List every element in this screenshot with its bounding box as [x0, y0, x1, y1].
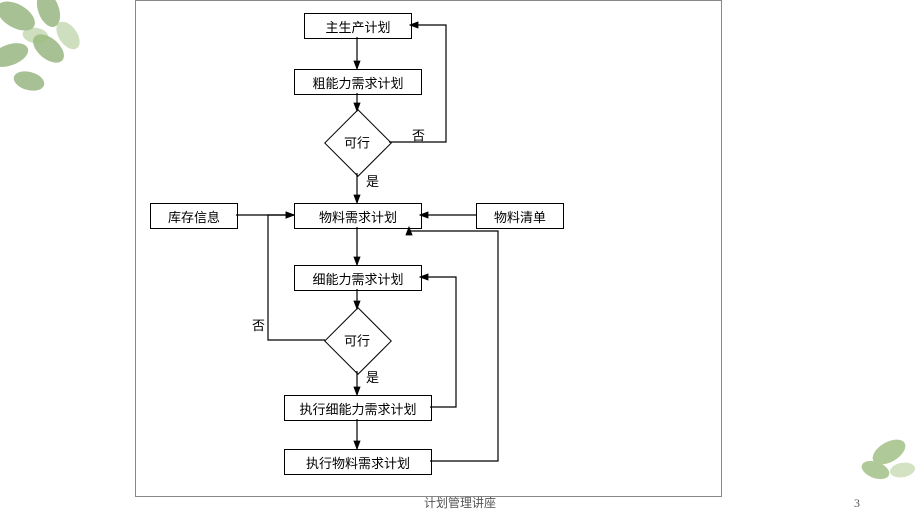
decision-label: 可行: [344, 331, 370, 350]
node-label: 库存信息: [168, 207, 220, 226]
edge-label-d1-no: 否: [412, 125, 425, 144]
decision-feasible-2: 可行: [334, 317, 380, 363]
page-number: 3: [854, 496, 860, 511]
node-inventory-info: 库存信息: [150, 203, 238, 229]
node-label: 执行物料需求计划: [306, 453, 410, 472]
node-label: 粗能力需求计划: [312, 73, 403, 92]
node-label: 物料需求计划: [319, 207, 397, 226]
leaf-deco-tl: [0, 0, 120, 120]
edge-label-d2-yes: 是: [366, 367, 379, 386]
node-bom: 物料清单: [476, 203, 564, 229]
footer-title: 计划管理讲座: [424, 494, 496, 511]
flowchart-panel: 主生产计划 粗能力需求计划 库存信息 物料需求计划 物料清单 细能力需求计划 执…: [135, 0, 722, 497]
node-detailed-capacity: 细能力需求计划: [294, 265, 422, 291]
edge-label-d2-no: 否: [252, 315, 265, 334]
decision-label: 可行: [344, 133, 370, 152]
node-material-req-plan: 物料需求计划: [294, 203, 422, 229]
leaf-deco-br: [835, 407, 920, 497]
node-label: 执行细能力需求计划: [299, 399, 416, 418]
node-exec-capacity: 执行细能力需求计划: [284, 395, 432, 421]
node-master-plan: 主生产计划: [304, 13, 412, 39]
node-exec-material: 执行物料需求计划: [284, 449, 432, 475]
edge-label-d1-yes: 是: [366, 171, 379, 190]
decision-feasible-1: 可行: [334, 119, 380, 165]
node-label: 主生产计划: [325, 17, 390, 36]
node-label: 细能力需求计划: [312, 269, 403, 288]
node-rough-capacity: 粗能力需求计划: [294, 69, 422, 95]
flowchart-arrows: [136, 1, 721, 496]
node-label: 物料清单: [494, 207, 546, 226]
